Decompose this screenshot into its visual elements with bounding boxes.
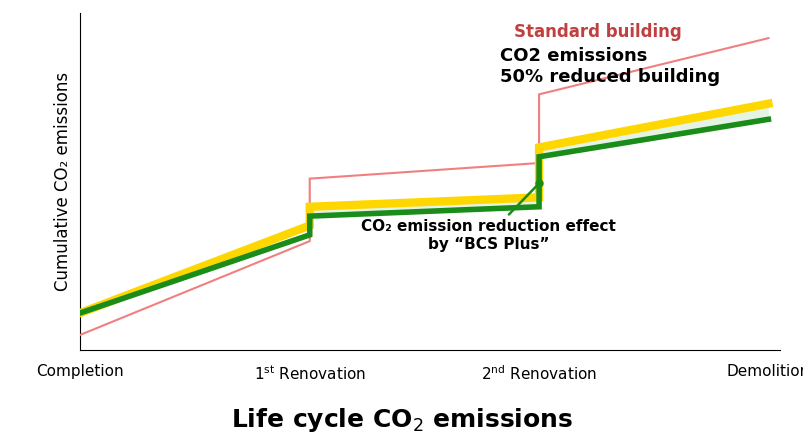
Text: Life cycle CO$_2$ emissions: Life cycle CO$_2$ emissions bbox=[230, 406, 573, 434]
Text: CO2 emissions
50% reduced building: CO2 emissions 50% reduced building bbox=[499, 47, 719, 86]
Text: Standard building: Standard building bbox=[513, 23, 681, 41]
Text: Demolition: Demolition bbox=[726, 364, 803, 379]
Text: 1$^{\mathregular{st}}$ Renovation: 1$^{\mathregular{st}}$ Renovation bbox=[253, 364, 365, 382]
Y-axis label: Cumulative CO₂ emissions: Cumulative CO₂ emissions bbox=[54, 72, 72, 291]
Text: CO₂ emission reduction effect
by “BCS Plus”: CO₂ emission reduction effect by “BCS Pl… bbox=[361, 185, 615, 252]
Text: Completion: Completion bbox=[37, 364, 124, 379]
Text: 2$^{\mathregular{nd}}$ Renovation: 2$^{\mathregular{nd}}$ Renovation bbox=[480, 364, 597, 382]
